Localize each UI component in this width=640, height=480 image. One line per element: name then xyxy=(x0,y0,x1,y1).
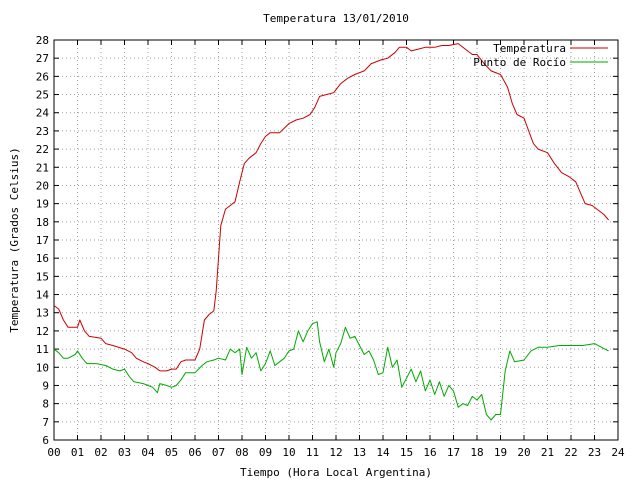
x-tick-label: 15 xyxy=(400,446,413,459)
y-tick-label: 27 xyxy=(36,52,49,65)
y-tick-label: 8 xyxy=(42,398,49,411)
x-tick-label: 18 xyxy=(470,446,483,459)
y-axis-ticks: 6 7 8 9 10 11 12 13 14 15 16 17 18 19 20 21 22 23 24 25 26 27… xyxy=(36,34,618,447)
x-tick-label: 10 xyxy=(282,446,295,459)
x-tick-label: 01 xyxy=(71,446,84,459)
x-tick-label: 11 xyxy=(306,446,319,459)
y-tick-label: 10 xyxy=(36,361,49,374)
x-tick-label: 24 xyxy=(611,446,625,459)
grid xyxy=(54,40,618,440)
y-tick-label: 11 xyxy=(36,343,49,356)
x-tick-label: 09 xyxy=(259,446,272,459)
x-tick-label: 02 xyxy=(94,446,107,459)
y-tick-label: 13 xyxy=(36,307,49,320)
x-tick-label: 08 xyxy=(235,446,248,459)
chart-title: Temperatura 13/01/2010 xyxy=(263,12,409,25)
x-tick-label: 05 xyxy=(165,446,178,459)
series-line-temperatura xyxy=(53,43,609,372)
x-tick-label: 06 xyxy=(188,446,201,459)
plot-frame xyxy=(53,39,619,441)
y-tick-label: 12 xyxy=(36,325,49,338)
x-tick-label: 12 xyxy=(329,446,342,459)
y-tick-label: 18 xyxy=(36,216,49,229)
y-axis-label: Temperatura (Grados Celsius) xyxy=(8,147,21,332)
y-tick-label: 25 xyxy=(36,89,49,102)
x-tick-label: 16 xyxy=(423,446,436,459)
legend-label-punto-de-rocio: Punto de Rocío xyxy=(473,56,566,69)
x-tick-label: 20 xyxy=(517,446,530,459)
y-tick-label: 26 xyxy=(36,70,49,83)
legend: Temperatura Punto de Rocío xyxy=(473,42,608,69)
y-tick-label: 23 xyxy=(36,125,49,138)
legend-label-temperatura: Temperatura xyxy=(493,42,566,55)
y-tick-label: 17 xyxy=(36,234,49,247)
x-tick-label: 14 xyxy=(376,446,390,459)
y-tick-label: 6 xyxy=(42,434,49,447)
y-tick-label: 22 xyxy=(36,143,49,156)
x-axis-label: Tiempo (Hora Local Argentina) xyxy=(240,466,432,479)
y-tick-label: 15 xyxy=(36,270,49,283)
x-tick-label: 19 xyxy=(494,446,507,459)
y-tick-label: 7 xyxy=(42,416,49,429)
x-axis-ticks: 00 01 02 03 04 05 06 07 08 09 10 11 12 13 14 15 16 17 18 19… xyxy=(47,40,625,459)
y-tick-label: 28 xyxy=(36,34,49,47)
y-tick-label: 14 xyxy=(36,289,50,302)
x-tick-label: 21 xyxy=(541,446,554,459)
x-tick-label: 23 xyxy=(588,446,601,459)
y-tick-label: 16 xyxy=(36,252,49,265)
series-line-punto-de-rocio xyxy=(53,321,609,421)
x-tick-label: 00 xyxy=(47,446,60,459)
x-tick-label: 22 xyxy=(564,446,577,459)
x-tick-label: 03 xyxy=(118,446,131,459)
y-tick-label: 21 xyxy=(36,161,49,174)
y-tick-label: 19 xyxy=(36,198,49,211)
x-tick-label: 07 xyxy=(212,446,225,459)
x-tick-label: 17 xyxy=(447,446,460,459)
x-tick-label: 13 xyxy=(353,446,366,459)
series-lines xyxy=(53,43,609,421)
y-tick-label: 24 xyxy=(36,107,50,120)
x-tick-label: 04 xyxy=(141,446,155,459)
y-tick-label: 9 xyxy=(42,379,49,392)
y-tick-label: 20 xyxy=(36,179,49,192)
